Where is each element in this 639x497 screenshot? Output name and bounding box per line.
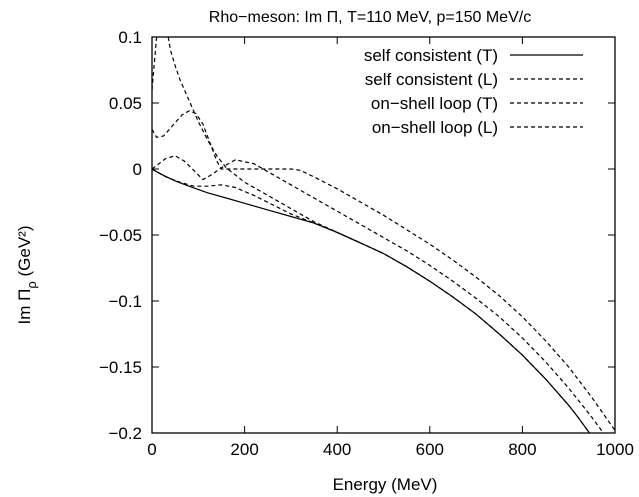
series-line-3 <box>152 110 615 431</box>
legend-label: on−shell loop (L) <box>372 118 498 137</box>
chart-title: Rho−meson: Im Π, T=110 MeV, p=150 MeV/c <box>209 9 531 26</box>
legend-label: self consistent (T) <box>364 46 498 65</box>
x-tick-label: 0 <box>147 440 156 459</box>
y-tick-label: −0.2 <box>108 424 142 443</box>
series-line-2 <box>152 168 590 433</box>
x-tick-label: 400 <box>323 440 351 459</box>
legend-label: self consistent (L) <box>365 70 498 89</box>
x-axis-title: Energy (MeV) <box>333 475 438 494</box>
y-tick-label: 0.05 <box>109 94 142 113</box>
x-tick-label: 600 <box>416 440 444 459</box>
y-tick-label: −0.15 <box>99 358 142 377</box>
y-tick-label: 0.1 <box>118 28 142 47</box>
series-layer <box>152 37 615 433</box>
legend: self consistent (T) self consistent (L) on… <box>364 46 583 137</box>
series-line-6 <box>167 37 361 244</box>
x-tick-label: 1000 <box>596 440 634 459</box>
y-tick-label: 0 <box>133 160 142 179</box>
series-line-4 <box>152 155 604 433</box>
y-tick-label: −0.1 <box>108 292 142 311</box>
y-axis-title: Im Πρ (GeV²) <box>15 225 39 324</box>
legend-label: on−shell loop (T) <box>371 94 498 113</box>
axis-tick-labels: 0 200 400 600 800 1000 0.1 0.05 0 −0.05 −0.1 −0.15 −… <box>99 28 634 459</box>
series-line-5 <box>152 37 158 90</box>
y-tick-label: −0.05 <box>99 226 142 245</box>
x-tick-label: 200 <box>230 440 258 459</box>
x-tick-label: 800 <box>508 440 536 459</box>
